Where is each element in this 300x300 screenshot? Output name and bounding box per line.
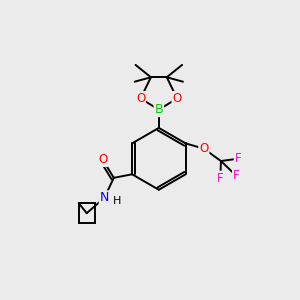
Text: N: N	[100, 191, 109, 204]
Text: O: O	[98, 153, 107, 166]
Text: F: F	[235, 152, 241, 165]
Text: O: O	[199, 142, 208, 155]
Text: F: F	[217, 172, 224, 184]
Text: O: O	[172, 92, 182, 105]
Text: B: B	[154, 103, 163, 116]
Text: F: F	[233, 169, 240, 182]
Text: O: O	[136, 92, 145, 105]
Text: H: H	[112, 196, 121, 206]
